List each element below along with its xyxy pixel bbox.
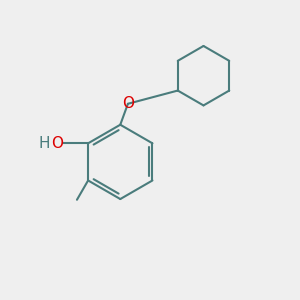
Text: H: H xyxy=(39,136,50,151)
Text: O: O xyxy=(51,136,63,151)
Text: O: O xyxy=(122,96,134,111)
